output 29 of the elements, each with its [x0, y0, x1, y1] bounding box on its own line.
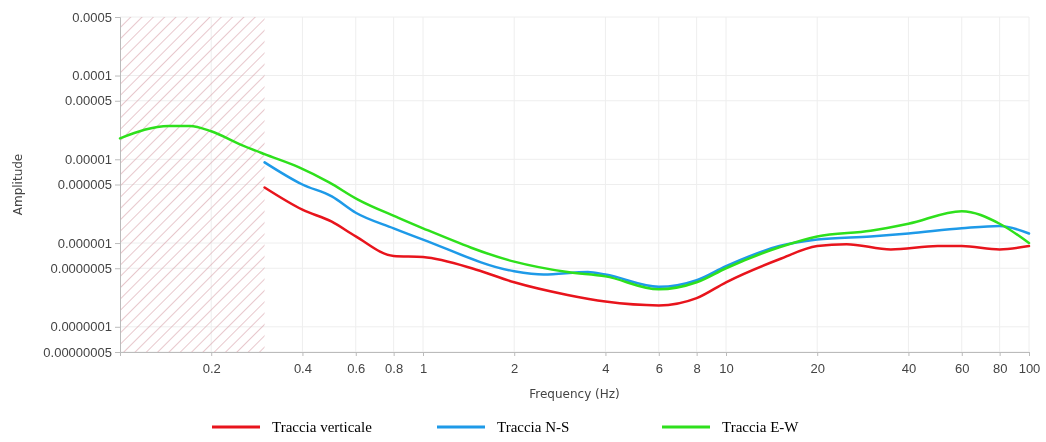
y-tick-label: 0.0000005 [50, 260, 112, 276]
x-tick-label: 100 [1018, 361, 1041, 377]
y-tick-label: 0.000005 [57, 177, 112, 193]
y-tick-label: 0.00001 [65, 151, 112, 167]
y-tick-label: 0.000001 [57, 235, 112, 251]
y-tick-label: 0.0005 [72, 9, 112, 25]
x-tick-label: 80 [992, 361, 1008, 377]
x-axis-title: Frequency (Hz) [529, 387, 620, 401]
y-tick-label: 0.0001 [72, 68, 112, 84]
y-tick-label: 0.00000005 [43, 344, 112, 360]
y-tick-label: 0.0000001 [50, 319, 112, 335]
legend-label: Traccia verticale [272, 419, 373, 435]
y-tick-label: 0.00005 [65, 93, 112, 109]
x-tick-label: 8 [693, 361, 701, 377]
x-tick-label: 10 [719, 361, 734, 377]
x-tick-label: 40 [901, 361, 917, 377]
x-tick-label: 0.6 [347, 361, 366, 377]
legend-label: Traccia E-W [722, 419, 800, 435]
y-axis-title: Amplitude [11, 153, 25, 216]
x-tick-label: 20 [810, 361, 825, 377]
x-tick-label: 2 [511, 361, 519, 377]
legend-label: Traccia N-S [497, 419, 570, 435]
x-tick-label: 0.8 [385, 361, 404, 377]
x-tick-label: 0.2 [202, 361, 221, 377]
x-tick-label: 1 [419, 361, 428, 377]
x-tick-label: 0.4 [293, 361, 312, 377]
x-tick-label: 4 [602, 361, 610, 377]
x-tick-label: 60 [955, 361, 970, 377]
x-tick-label: 6 [655, 361, 663, 377]
